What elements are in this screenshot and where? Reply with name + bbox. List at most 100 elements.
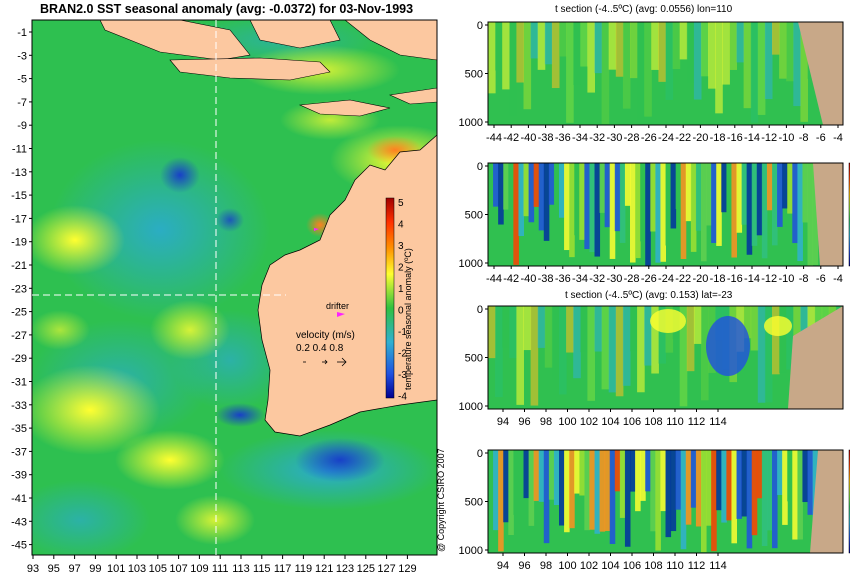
x-tick-label: -12: [761, 132, 777, 144]
lon-tick-label: 125: [357, 563, 375, 575]
x-tick-label: 100: [558, 560, 576, 572]
map-colorbar: 5 4 3 2 1 0 -1 -2 -3 -4: [385, 197, 407, 403]
map-colorbar-label: temperature seasonal anomaly (ºC): [403, 248, 413, 390]
x-tick-label: 102: [580, 416, 598, 428]
depth-tick-label: 1000: [459, 117, 483, 129]
lat-tick-label: -35: [11, 423, 27, 435]
x-tick-label: -30: [606, 132, 622, 144]
depth-tick-label: 0: [477, 161, 483, 173]
lat-tick-label: -45: [11, 540, 27, 552]
lat-tick-label: -9: [17, 120, 27, 132]
x-tick-label: -42: [503, 273, 519, 285]
drifter-label: drifter: [326, 301, 350, 311]
lon-tick-label: 111: [212, 563, 229, 575]
x-tick-label: 98: [540, 416, 552, 428]
x-tick-label: -20: [692, 132, 708, 144]
colorbar-tick-label: 3: [398, 241, 404, 252]
x-tick-label: -26: [641, 132, 657, 144]
x-tick-label: -24: [658, 273, 674, 285]
colorbar-tick-label: 0: [398, 306, 404, 317]
x-tick-label: 108: [644, 416, 662, 428]
lon-tick-label: 95: [48, 563, 60, 575]
depth-tick-label: 500: [465, 69, 483, 81]
lat-tick-label: -31: [11, 377, 27, 389]
x-tick-label: 114: [709, 560, 727, 572]
lon-tick-label: 93: [27, 563, 39, 575]
velocity-scale-arrows: [303, 357, 347, 367]
x-tick-label: -40: [520, 132, 536, 144]
lon-tick-label: 129: [398, 563, 416, 575]
x-tick-label: -38: [538, 273, 554, 285]
x-tick-label: -16: [727, 132, 743, 144]
depth-tick-label: 0: [477, 304, 483, 316]
lat-tick-label: -33: [11, 400, 27, 412]
lon-tick-label: 117: [274, 563, 292, 575]
lat-tick-label: -39: [11, 470, 27, 482]
lon-tick-label: 127: [377, 563, 395, 575]
colorbar-tick-label: -4: [398, 392, 407, 403]
depth-tick-label: 1000: [459, 401, 483, 413]
x-tick-label: -6: [816, 132, 826, 144]
x-tick-label: -38: [538, 132, 554, 144]
depth-tick-label: 500: [465, 210, 483, 222]
x-tick-label: 110: [666, 560, 684, 572]
lat-axis: -1 -3 -5 -7 -9 -11 -13 -15 -17 -19 -21 -23 -25 -27 -29…: [11, 27, 32, 552]
lon-tick-label: 119: [295, 563, 313, 575]
lon-tick-label: 115: [253, 563, 271, 575]
section-panel-4: 050010009496981001021041061081101121140.…: [459, 448, 850, 572]
lon-tick-label: 101: [107, 563, 125, 575]
x-tick-label: -18: [710, 273, 726, 285]
x-tick-label: -32: [589, 273, 605, 285]
lat-tick-label: -21: [11, 260, 27, 272]
lat-tick-label: -7: [17, 97, 27, 109]
x-tick-label: -4: [833, 273, 843, 285]
x-tick-label: 104: [601, 416, 619, 428]
lat-tick-label: -37: [11, 446, 27, 458]
x-tick-label: -30: [606, 273, 622, 285]
x-tick-label: 100: [558, 416, 576, 428]
lat-tick-label: -11: [12, 144, 27, 156]
lat-tick-label: -41: [11, 493, 27, 505]
x-tick-label: -34: [572, 132, 588, 144]
x-tick-label: -16: [727, 273, 743, 285]
x-tick-label: 114: [709, 416, 727, 428]
x-tick-label: 106: [623, 416, 641, 428]
depth-tick-label: 0: [477, 448, 483, 460]
drifter-marker: [337, 312, 345, 317]
x-tick-label: -12: [761, 273, 777, 285]
lat-tick-label: -43: [11, 516, 27, 528]
lat-tick-label: -23: [11, 283, 27, 295]
lon-tick-label: 107: [169, 563, 187, 575]
lat-tick-label: -3: [17, 50, 27, 62]
x-tick-label: 94: [497, 560, 509, 572]
x-tick-label: -36: [555, 132, 571, 144]
lat-tick-label: -19: [11, 237, 27, 249]
lon-tick-label: 109: [190, 563, 208, 575]
lat-tick-label: -17: [11, 213, 27, 225]
colorbar-tick-label: -2: [398, 349, 407, 360]
x-tick-label: 96: [518, 560, 530, 572]
x-tick-label: 104: [601, 560, 619, 572]
sst-field: [32, 20, 437, 555]
x-tick-label: -24: [658, 132, 674, 144]
x-tick-label: -42: [503, 132, 519, 144]
x-tick-label: 110: [666, 416, 684, 428]
depth-tick-label: 1000: [459, 545, 483, 557]
main-map: -1-3-5-7-9-11-13-15-17-19-21-23-25-27-29…: [11, 19, 438, 575]
lon-tick-label: 103: [128, 563, 146, 575]
lat-tick-label: -1: [17, 27, 27, 39]
x-tick-label: -8: [799, 273, 809, 285]
x-tick-label: 112: [688, 416, 706, 428]
map-title: BRAN2.0 SST seasonal anomaly (avg: -0.03…: [40, 2, 414, 16]
x-tick-label: -26: [641, 273, 657, 285]
velocity-title: velocity (m/s): [296, 330, 355, 341]
lon-tick-label: 113: [232, 563, 250, 575]
x-tick-label: -6: [816, 273, 826, 285]
x-tick-label: 112: [688, 560, 706, 572]
depth-tick-label: 500: [465, 497, 483, 509]
lon-axis: 93 95 97 99 101 103 105 107 109 111 113 115 117 119 12…: [27, 555, 417, 575]
x-tick-label: 108: [644, 560, 662, 572]
